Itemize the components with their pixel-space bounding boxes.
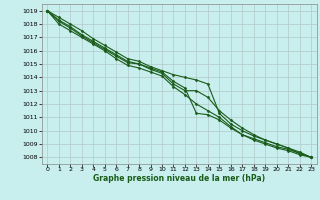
X-axis label: Graphe pression niveau de la mer (hPa): Graphe pression niveau de la mer (hPa)	[93, 174, 265, 183]
